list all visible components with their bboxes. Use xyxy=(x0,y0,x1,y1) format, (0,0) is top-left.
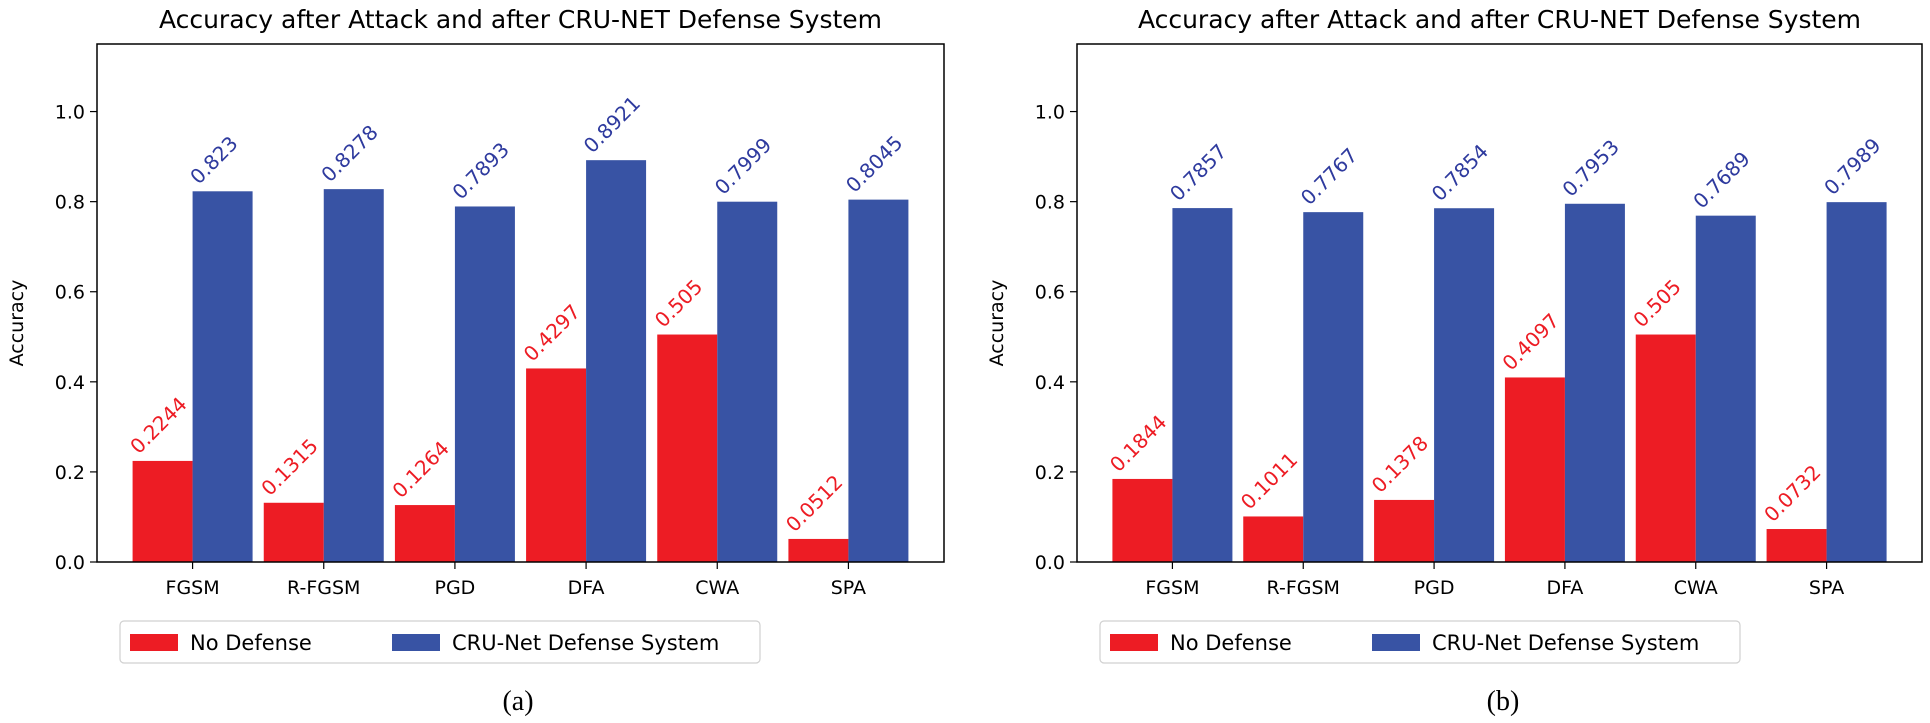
bar-no-defense-cwa xyxy=(1635,334,1696,562)
bar-no-defense-spa xyxy=(1766,529,1827,562)
bar-no-defense-r-fgsm xyxy=(1243,516,1304,562)
bar-no-defense-fgsm xyxy=(1112,478,1173,562)
data-label: 0.8045 xyxy=(841,131,907,197)
plot-frame xyxy=(96,43,945,563)
legend-swatch-no-defense xyxy=(1110,634,1158,651)
bar-no-defense-fgsm xyxy=(132,460,193,562)
x-tick-label: PGD xyxy=(435,577,476,599)
bar-cru-net-cwa xyxy=(717,201,778,563)
legend-label-no-defense: No Defense xyxy=(190,631,312,655)
legend: No Defense CRU-Net Defense System xyxy=(119,620,761,664)
data-label: 0.8278 xyxy=(316,120,382,186)
chart-panel-b: Accuracy after Attack and after CRU-NET … xyxy=(986,5,1923,717)
data-label: 0.4297 xyxy=(519,300,585,366)
bar-no-defense-pgd xyxy=(1374,499,1435,562)
x-tick-label: DFA xyxy=(568,577,605,599)
panel-label: (b) xyxy=(1487,686,1520,717)
y-tick-label: 0.6 xyxy=(1035,282,1065,304)
legend-swatch-cru-net xyxy=(1372,634,1420,651)
x-tick-label: FGSM xyxy=(1145,577,1199,599)
data-label: 0.2244 xyxy=(125,392,191,458)
data-label: 0.505 xyxy=(1628,275,1685,332)
y-tick-label: 0.6 xyxy=(55,282,85,304)
bar-cru-net-cwa xyxy=(1695,215,1756,562)
data-label: 0.7893 xyxy=(447,138,513,204)
data-label: 0.7999 xyxy=(710,133,776,199)
bar-no-defense-dfa xyxy=(526,368,587,562)
data-label: 0.4097 xyxy=(1497,309,1563,375)
data-label: 0.7854 xyxy=(1427,139,1493,205)
legend-label-cru-net: CRU-Net Defense System xyxy=(1432,631,1699,655)
x-tick-label: SPA xyxy=(1809,577,1844,599)
x-tick-label: R-FGSM xyxy=(287,577,360,599)
legend: No Defense CRU-Net Defense System xyxy=(1099,620,1741,664)
y-tick-label: 1.0 xyxy=(1035,102,1065,124)
bar-cru-net-r-fgsm xyxy=(1303,212,1364,562)
y-tick-label: 0.2 xyxy=(1035,462,1065,484)
data-label: 0.7767 xyxy=(1296,143,1362,209)
data-label: 0.7953 xyxy=(1557,135,1623,201)
chart-title: Accuracy after Attack and after CRU-NET … xyxy=(1138,5,1861,34)
bar-no-defense-r-fgsm xyxy=(263,502,324,562)
data-label: 0.0512 xyxy=(781,470,847,536)
y-tick-label: 1.0 xyxy=(55,102,85,124)
bar-cru-net-r-fgsm xyxy=(323,189,384,563)
bar-no-defense-cwa xyxy=(657,334,718,562)
chart-title: Accuracy after Attack and after CRU-NET … xyxy=(159,5,882,34)
x-tick-label: R-FGSM xyxy=(1267,577,1340,599)
legend-swatch-no-defense xyxy=(130,634,178,651)
bar-no-defense-pgd xyxy=(394,505,455,562)
y-tick-label: 0.0 xyxy=(1035,552,1065,574)
x-tick-label: CWA xyxy=(1674,577,1718,599)
data-label: 0.7989 xyxy=(1819,133,1885,199)
bar-cru-net-fgsm xyxy=(192,191,253,562)
y-tick-label: 0.4 xyxy=(55,372,85,394)
x-tick-label: FGSM xyxy=(166,577,220,599)
data-label: 0.7857 xyxy=(1165,139,1231,205)
bar-cru-net-pgd xyxy=(454,206,515,562)
y-axis-label: Accuracy xyxy=(986,280,1008,367)
x-tick-label: SPA xyxy=(831,577,866,599)
bar-cru-net-fgsm xyxy=(1172,208,1233,562)
bar-no-defense-dfa xyxy=(1504,377,1565,562)
data-label: 0.1011 xyxy=(1236,448,1302,514)
data-label: 0.1264 xyxy=(387,436,453,502)
chart-panel-a: Accuracy after Attack and after CRU-NET … xyxy=(6,5,945,717)
data-label: 0.7689 xyxy=(1688,147,1754,213)
y-tick-label: 0.8 xyxy=(1035,192,1065,214)
bar-cru-net-spa xyxy=(1826,202,1887,563)
data-label: 0.0732 xyxy=(1759,460,1825,526)
legend-label-no-defense: No Defense xyxy=(1170,631,1292,655)
data-label: 0.1844 xyxy=(1105,410,1171,476)
y-tick-label: 0.0 xyxy=(55,552,85,574)
data-label: 0.8921 xyxy=(579,91,645,157)
x-tick-label: CWA xyxy=(695,577,739,599)
x-tick-label: DFA xyxy=(1547,577,1584,599)
plot-frame xyxy=(1076,43,1923,563)
data-label: 0.1378 xyxy=(1367,431,1433,497)
bar-cru-net-dfa xyxy=(1564,203,1625,562)
panel-label: (a) xyxy=(502,686,533,717)
data-label: 0.1315 xyxy=(256,434,322,500)
y-tick-label: 0.4 xyxy=(1035,372,1065,394)
data-label: 0.505 xyxy=(650,275,707,332)
data-label: 0.823 xyxy=(185,131,242,188)
bar-cru-net-spa xyxy=(848,199,909,562)
bar-cru-net-dfa xyxy=(586,160,647,563)
bar-no-defense-spa xyxy=(788,538,849,562)
y-axis-label: Accuracy xyxy=(6,280,28,367)
x-tick-label: PGD xyxy=(1414,577,1455,599)
bar-cru-net-pgd xyxy=(1434,208,1495,562)
legend-swatch-cru-net xyxy=(392,634,440,651)
y-tick-label: 0.2 xyxy=(55,462,85,484)
y-tick-label: 0.8 xyxy=(55,192,85,214)
legend-label-cru-net: CRU-Net Defense System xyxy=(452,631,719,655)
